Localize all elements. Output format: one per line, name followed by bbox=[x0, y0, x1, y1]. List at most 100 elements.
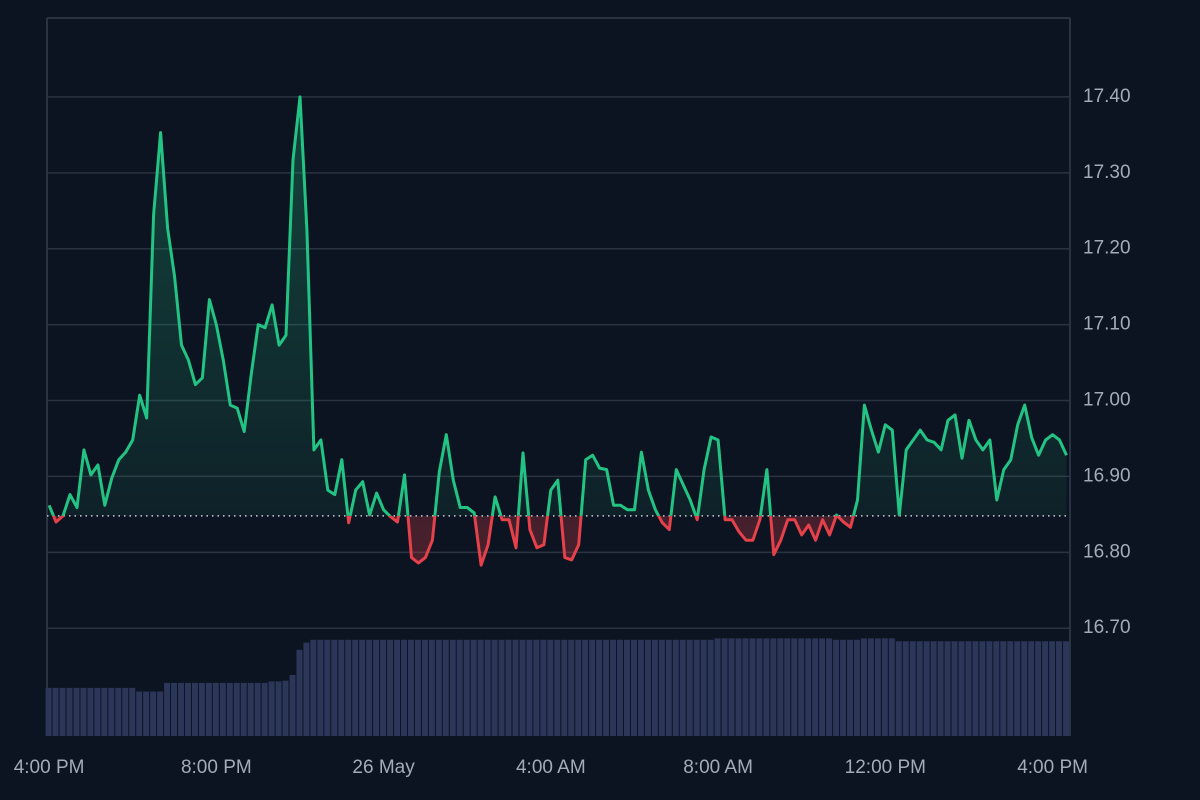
volume-bar bbox=[157, 691, 164, 736]
volume-bar bbox=[52, 687, 59, 736]
volume-bar bbox=[1049, 641, 1056, 736]
y-tick-label: 17.30 bbox=[1083, 162, 1131, 183]
volume-bar bbox=[965, 641, 972, 736]
volume-bar bbox=[610, 639, 617, 736]
volume-bar bbox=[749, 638, 756, 736]
volume-bar bbox=[944, 641, 951, 736]
volume-bar bbox=[324, 639, 331, 736]
volume-bar bbox=[421, 639, 428, 736]
volume-bar bbox=[833, 639, 840, 736]
volume-bar bbox=[87, 687, 94, 736]
volume-bar bbox=[561, 639, 568, 736]
volume-bar bbox=[637, 639, 644, 736]
volume-bar bbox=[777, 638, 784, 736]
volume-bar bbox=[373, 639, 380, 736]
volume-bar bbox=[798, 638, 805, 736]
volume-bar bbox=[707, 639, 714, 736]
volume-bar bbox=[972, 641, 979, 736]
volume-bar bbox=[819, 638, 826, 736]
volume-bar bbox=[728, 638, 735, 736]
volume-bar bbox=[275, 681, 282, 736]
volume-bar bbox=[261, 682, 268, 736]
volume-bar bbox=[94, 687, 101, 736]
volume-bar bbox=[554, 639, 561, 736]
volume-bar bbox=[205, 682, 212, 736]
volume-bar bbox=[617, 639, 624, 736]
x-tick-label: 4:00 AM bbox=[516, 757, 586, 778]
volume-bar bbox=[233, 682, 240, 736]
volume-bar bbox=[658, 639, 665, 736]
volume-bar bbox=[812, 638, 819, 736]
volume-bar bbox=[401, 639, 407, 736]
volume-bar bbox=[254, 682, 261, 736]
volume-bar bbox=[115, 687, 122, 736]
volume-bar bbox=[505, 639, 512, 736]
volume-bar bbox=[289, 674, 296, 736]
volume-bar bbox=[735, 638, 742, 736]
area-below bbox=[53, 515, 854, 566]
volume-bar bbox=[456, 639, 463, 736]
volume-bar bbox=[296, 649, 303, 736]
volume-bar bbox=[958, 641, 965, 736]
volume-bar bbox=[345, 639, 352, 736]
y-tick-label: 17.20 bbox=[1083, 238, 1131, 259]
y-tick-label: 16.70 bbox=[1083, 617, 1131, 638]
volume-bar bbox=[164, 682, 171, 736]
x-tick-label: 8:00 AM bbox=[683, 757, 753, 778]
volume-bar bbox=[651, 639, 658, 736]
volume-bar bbox=[226, 682, 233, 736]
volume-bar bbox=[240, 682, 247, 736]
volume-bar bbox=[212, 682, 219, 736]
volume-bar bbox=[930, 641, 937, 736]
volume-bar bbox=[394, 639, 401, 736]
volume-bars bbox=[45, 638, 1069, 736]
volume-bar bbox=[191, 682, 198, 736]
volume-bar bbox=[380, 639, 387, 736]
volume-bar bbox=[45, 687, 52, 736]
volume-bar bbox=[463, 639, 470, 736]
volume-bar bbox=[219, 682, 226, 736]
volume-bar bbox=[470, 639, 477, 736]
volume-bar bbox=[1014, 641, 1021, 736]
volume-bar bbox=[484, 639, 491, 736]
volume-bar bbox=[533, 639, 540, 736]
volume-bar bbox=[66, 687, 73, 736]
volume-bar bbox=[853, 639, 860, 736]
volume-bar bbox=[387, 639, 394, 736]
price-line bbox=[47, 95, 1070, 567]
volume-bar bbox=[407, 639, 414, 736]
volume-bar bbox=[596, 639, 603, 736]
volume-bar bbox=[756, 638, 763, 736]
volume-bar bbox=[442, 639, 449, 736]
volume-bar bbox=[143, 691, 150, 736]
volume-bar bbox=[310, 639, 317, 736]
volume-bar bbox=[352, 639, 359, 736]
volume-bar bbox=[840, 639, 847, 736]
volume-bar bbox=[888, 638, 895, 736]
volume-bar bbox=[867, 638, 874, 736]
y-tick-label: 16.90 bbox=[1083, 465, 1131, 486]
volume-bar bbox=[763, 638, 770, 736]
volume-bar bbox=[721, 638, 728, 736]
volume-bar bbox=[491, 639, 498, 736]
volume-bar bbox=[826, 638, 833, 736]
volume-bar bbox=[986, 641, 993, 736]
volume-bar bbox=[714, 638, 721, 736]
volume-bar bbox=[951, 641, 958, 736]
volume-bar bbox=[247, 682, 254, 736]
volume-bar bbox=[512, 639, 519, 736]
volume-bar bbox=[178, 682, 184, 736]
volume-bar bbox=[184, 682, 191, 736]
volume-bar bbox=[700, 639, 707, 736]
volume-bar bbox=[540, 639, 547, 736]
volume-bar bbox=[630, 639, 637, 736]
volume-bar bbox=[1063, 641, 1069, 736]
volume-bar bbox=[477, 639, 484, 736]
axis-labels: 16.70 16.80 16.90 17.00 17.10 17.20 17.30 17.40… bbox=[14, 86, 1131, 778]
volume-bar bbox=[108, 687, 115, 736]
volume-bar bbox=[519, 639, 526, 736]
volume-bar bbox=[791, 638, 798, 736]
y-tick-label: 17.40 bbox=[1083, 86, 1131, 107]
volume-bar bbox=[338, 639, 345, 736]
